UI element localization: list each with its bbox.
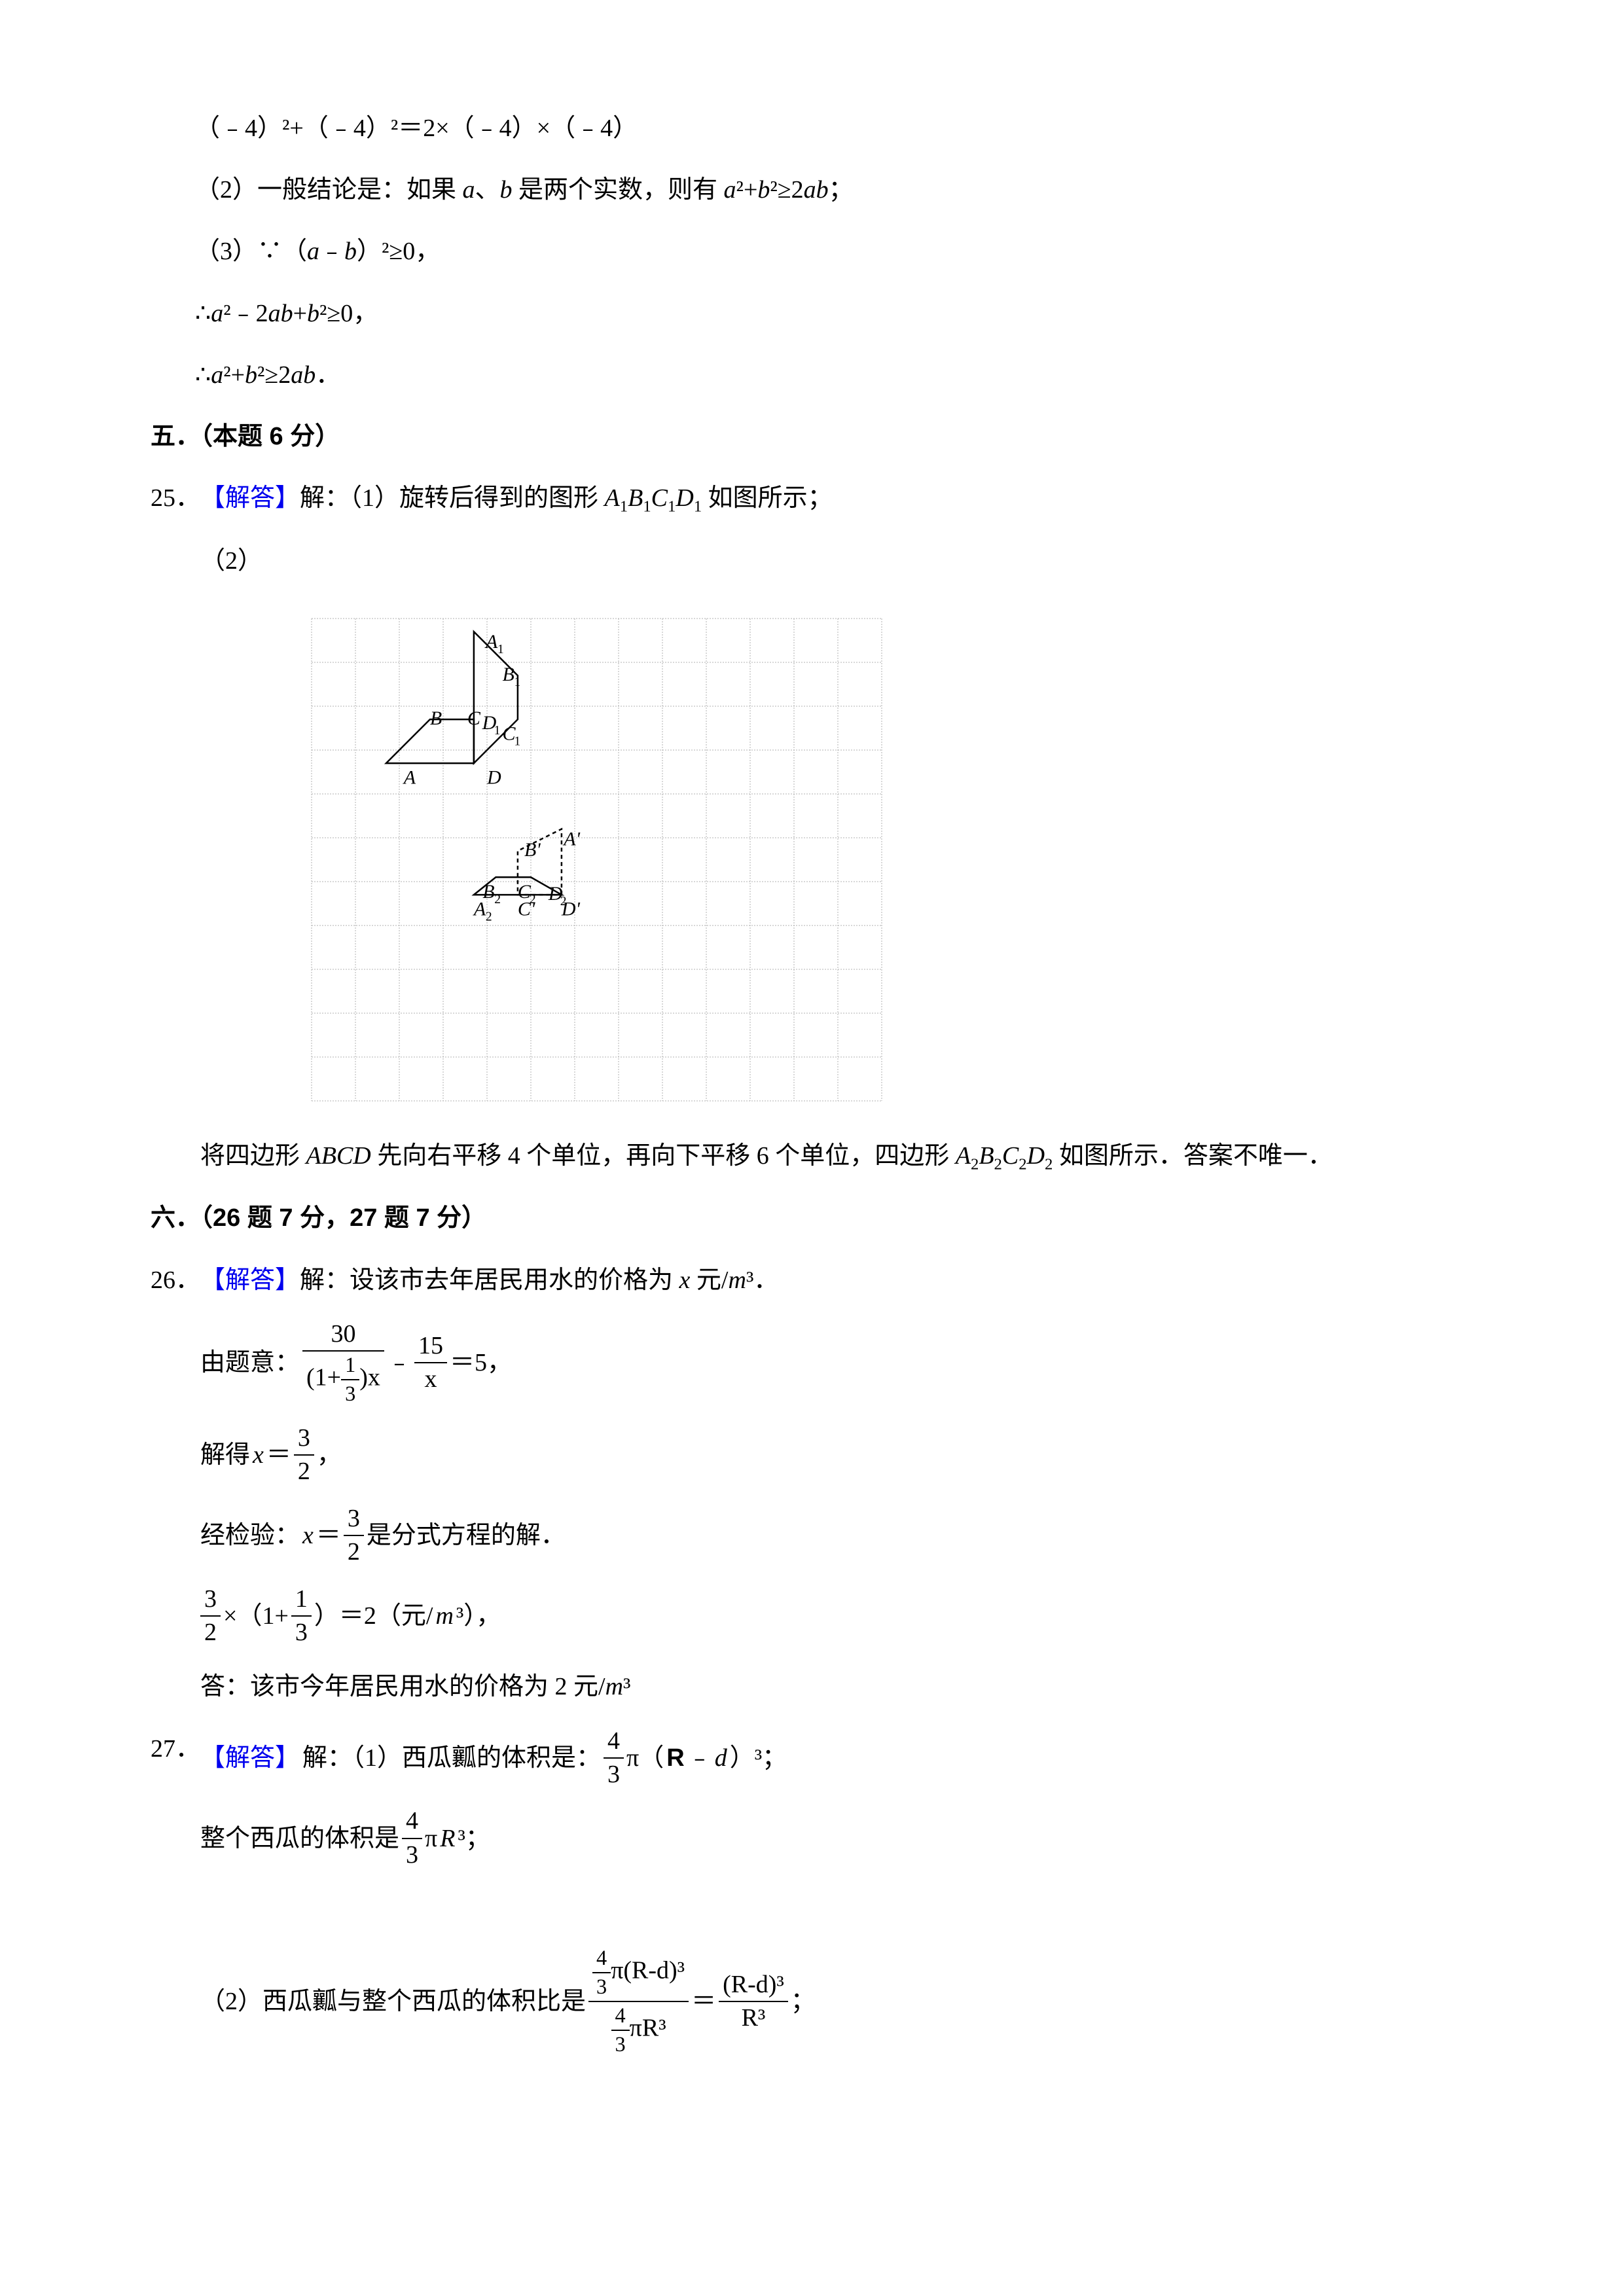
section-6-heading: 六．（26 题 7 分，27 题 7 分） [151,1194,1473,1242]
q25-number: 25． [151,475,200,522]
svg-text:2: 2 [486,910,492,924]
math-line-4: ∴a²﹣2ab+b²≥0， [151,290,1473,337]
grid-diagram: ABCDA1B1C1D1A'B'C'D'A2B2C2D2 [292,599,907,1122]
svg-text:D: D [486,766,501,788]
svg-text:B: B [430,708,442,729]
svg-text:B: B [482,881,494,903]
svg-text:A': A' [562,828,580,850]
answer-link[interactable]: 【解答】 [200,1734,300,1782]
math-line-3: （3）∵（a﹣b）²≥0， [151,228,1473,275]
math-line-1: （﹣4）²+（﹣4）²＝2×（﹣4）×（﹣4） [151,105,1473,152]
q27-line-1: 【解答】解：（1）西瓜瓤的体积是： 43 π（R﹣d）³； [200,1725,1473,1791]
q27-whole: 整个西瓜的体积是 43 πR³； [200,1805,1473,1871]
answer-link[interactable]: 【解答】 [200,1266,300,1294]
q26-equation-1: 由题意： 30 (1+13)x ﹣ 15 x ＝5， [200,1318,1473,1408]
svg-text:1: 1 [494,724,501,738]
q26-line-1: 【解答】解：设该市去年居民用水的价格为 x 元/m³． [200,1257,1473,1304]
svg-text:B: B [502,664,514,685]
svg-text:1: 1 [514,734,520,748]
section-5-heading: 五．（本题 6 分） [151,413,1473,460]
svg-text:A: A [403,766,416,788]
q25-line-1: 【解答】解：（1）旋转后得到的图形 A1B1C1D1 如图所示； [200,475,1473,523]
answer-link[interactable]: 【解答】 [200,484,300,512]
q26-solve: 解得 x＝ 32 ， [200,1422,1473,1488]
svg-text:1: 1 [514,675,520,689]
svg-text:B': B' [524,839,541,861]
svg-text:A: A [484,631,498,653]
svg-text:2: 2 [530,893,536,906]
svg-text:2: 2 [494,893,501,906]
math-line-5: ∴a²+b²≥2ab． [151,351,1473,399]
svg-text:2: 2 [560,895,567,908]
svg-text:C: C [467,708,481,729]
svg-text:1: 1 [497,643,504,656]
q25-after-grid: 将四边形 ABCD 先向右平移 4 个单位，再向下平移 6 个单位，四边形 A2… [200,1132,1473,1181]
q27-part2: （2）西瓜瓤与整个西瓜的体积比是 43π(R-d)³ 43πR³ ＝ (R-d)… [200,1945,1473,2058]
q27-number: 27． [151,1725,200,1772]
q26-number: 26． [151,1257,200,1304]
math-line-2: （2）一般结论是：如果 a、b 是两个实数，则有 a²+b²≥2ab； [151,166,1473,213]
q26-calc: 32 ×（1+ 13 ）＝2（元/m³）， [200,1583,1473,1649]
q26-answer: 答：该市今年居民用水的价格为 2 元/m³ [200,1663,1473,1710]
q26-check: 经检验：x＝ 32 是分式方程的解． [200,1503,1473,1569]
q25-part2-label: （2） [200,537,1473,584]
